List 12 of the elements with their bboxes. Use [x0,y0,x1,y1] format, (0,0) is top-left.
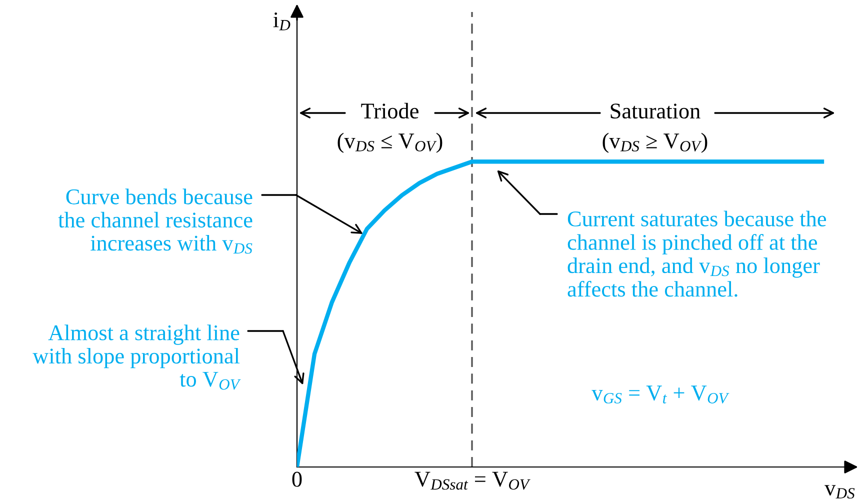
x-tick-label: 0 [292,472,302,487]
x-axis-title: v$_{DS}$ [824,485,855,499]
text: i$_{D}$ [273,12,290,30]
text: (v$_{DS}$ ≤ V$_{OV}$) [338,132,442,153]
text: Triode [361,102,418,119]
text: Saturation [610,104,700,119]
annotation: Current saturates because the channel is pinched off at the drain end, and v$_{DS}$ no longer affects the channel. [568,210,826,297]
annotation: v$_{GS}$ = V$_{t}$ + V$_{OV}$ [592,386,730,404]
text: Curve bends because the channel resistance increases with v$_{DS}$ [58,188,252,254]
text: Almost a straight line with slope proportional to V$_{OV}$ [32,324,241,390]
text: (v$_{DS}$ ≥ V$_{OV}$) [602,132,708,153]
x-tick-label: V$_{DSsat}$ = V$_{OV}$ [414,472,530,490]
